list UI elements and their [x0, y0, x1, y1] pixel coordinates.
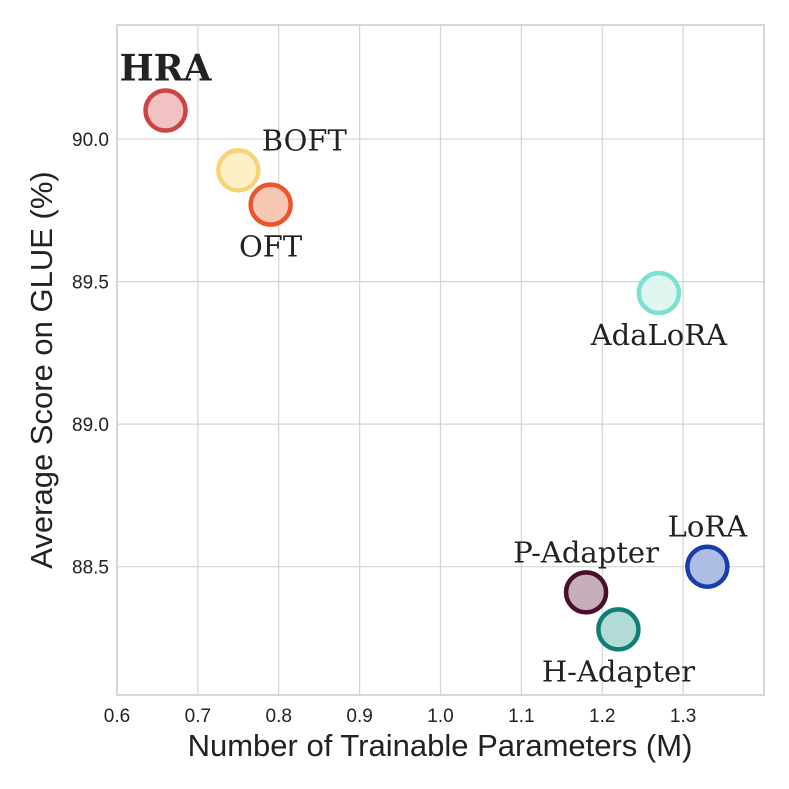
data-points [143, 88, 730, 652]
point-p-adapter [563, 570, 609, 615]
y-tick-label: 90.0 [72, 130, 109, 151]
label-p-adapter: P-Adapter [513, 535, 659, 569]
point-lora [685, 544, 730, 589]
x-tick-label: 1.3 [670, 706, 696, 727]
x-tick-label: 1.1 [508, 706, 534, 727]
y-tick-labels: 88.5 89.0 89.5 90.0 [72, 130, 109, 579]
x-tick-labels: 0.6 0.7 0.8 0.9 1.0 1.1 1.2 1.3 [104, 706, 697, 727]
y-tick-label: 89.5 [72, 273, 109, 294]
label-boft: BOFT [262, 123, 348, 157]
point-oft [248, 182, 293, 227]
point-boft [216, 148, 261, 193]
label-adalora: AdaLoRA [590, 318, 728, 352]
label-oft: OFT [239, 230, 303, 264]
label-hra: HRA [120, 48, 213, 90]
point-hra [143, 88, 188, 133]
point-adalora [636, 270, 682, 316]
label-lora: LoRA [668, 510, 749, 544]
x-tick-label: 1.0 [427, 706, 453, 727]
x-tick-label: 0.7 [185, 706, 211, 727]
x-axis-label: Number of Trainable Parameters (M) [188, 728, 693, 763]
y-tick-label: 88.5 [72, 558, 109, 579]
point-h-adapter [596, 607, 641, 652]
label-h-adapter: H-Adapter [542, 654, 695, 688]
grid [116, 25, 764, 695]
y-axis-label: Average Score on GLUE (%) [24, 171, 59, 568]
point-labels: HRA BOFT OFT AdaLoRA LoRA P-Adapter H-Adapter [120, 48, 749, 689]
x-tick-label: 0.6 [104, 706, 130, 727]
x-tick-label: 1.2 [589, 706, 615, 727]
y-tick-label: 89.0 [72, 415, 109, 436]
x-tick-label: 0.8 [266, 706, 292, 727]
plot-frame [116, 24, 765, 696]
x-tick-label: 0.9 [346, 706, 372, 727]
